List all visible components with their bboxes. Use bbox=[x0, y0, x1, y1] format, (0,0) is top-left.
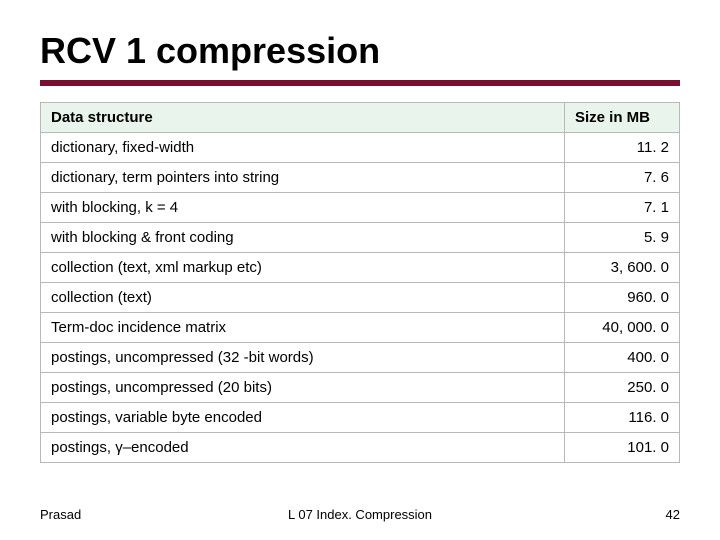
row-value: 116. 0 bbox=[564, 403, 679, 433]
table-row: postings, uncompressed (20 bits)250. 0 bbox=[41, 373, 680, 403]
row-label: dictionary, term pointers into string bbox=[41, 163, 565, 193]
table-row: collection (text)960. 0 bbox=[41, 283, 680, 313]
row-label: postings, uncompressed (20 bits) bbox=[41, 373, 565, 403]
table-header-row: Data structure Size in MB bbox=[41, 103, 680, 133]
header-size: Size in MB bbox=[564, 103, 679, 133]
row-label: Term-doc incidence matrix bbox=[41, 313, 565, 343]
title-rule bbox=[40, 80, 680, 86]
table-row: with blocking, k = 47. 1 bbox=[41, 193, 680, 223]
row-label: with blocking, k = 4 bbox=[41, 193, 565, 223]
row-value: 11. 2 bbox=[564, 133, 679, 163]
row-value: 960. 0 bbox=[564, 283, 679, 313]
table-row: postings, uncompressed (32 -bit words)40… bbox=[41, 343, 680, 373]
row-label: collection (text) bbox=[41, 283, 565, 313]
row-value: 7. 6 bbox=[564, 163, 679, 193]
compression-table: Data structure Size in MB dictionary, fi… bbox=[40, 102, 680, 463]
row-value: 400. 0 bbox=[564, 343, 679, 373]
row-label: with blocking & front coding bbox=[41, 223, 565, 253]
table-row: dictionary, term pointers into string7. … bbox=[41, 163, 680, 193]
row-value: 101. 0 bbox=[564, 433, 679, 463]
table-row: postings, γ–encoded101. 0 bbox=[41, 433, 680, 463]
header-data-structure: Data structure bbox=[41, 103, 565, 133]
row-label: collection (text, xml markup etc) bbox=[41, 253, 565, 283]
row-label: postings, γ–encoded bbox=[41, 433, 565, 463]
row-value: 250. 0 bbox=[564, 373, 679, 403]
row-label: postings, uncompressed (32 -bit words) bbox=[41, 343, 565, 373]
footer-lecture: L 07 Index. Compression bbox=[288, 507, 432, 522]
footer-page-number: 42 bbox=[666, 507, 680, 522]
table-row: collection (text, xml markup etc)3, 600.… bbox=[41, 253, 680, 283]
slide-title: RCV 1 compression bbox=[40, 30, 680, 72]
row-value: 7. 1 bbox=[564, 193, 679, 223]
row-value: 3, 600. 0 bbox=[564, 253, 679, 283]
table-row: postings, variable byte encoded116. 0 bbox=[41, 403, 680, 433]
row-label: dictionary, fixed-width bbox=[41, 133, 565, 163]
table-row: with blocking & front coding5. 9 bbox=[41, 223, 680, 253]
row-label: postings, variable byte encoded bbox=[41, 403, 565, 433]
row-value: 5. 9 bbox=[564, 223, 679, 253]
table-row: dictionary, fixed-width11. 2 bbox=[41, 133, 680, 163]
row-value: 40, 000. 0 bbox=[564, 313, 679, 343]
table-row: Term-doc incidence matrix40, 000. 0 bbox=[41, 313, 680, 343]
slide-footer: Prasad L 07 Index. Compression 42 bbox=[40, 507, 680, 522]
footer-author: Prasad bbox=[40, 507, 81, 522]
